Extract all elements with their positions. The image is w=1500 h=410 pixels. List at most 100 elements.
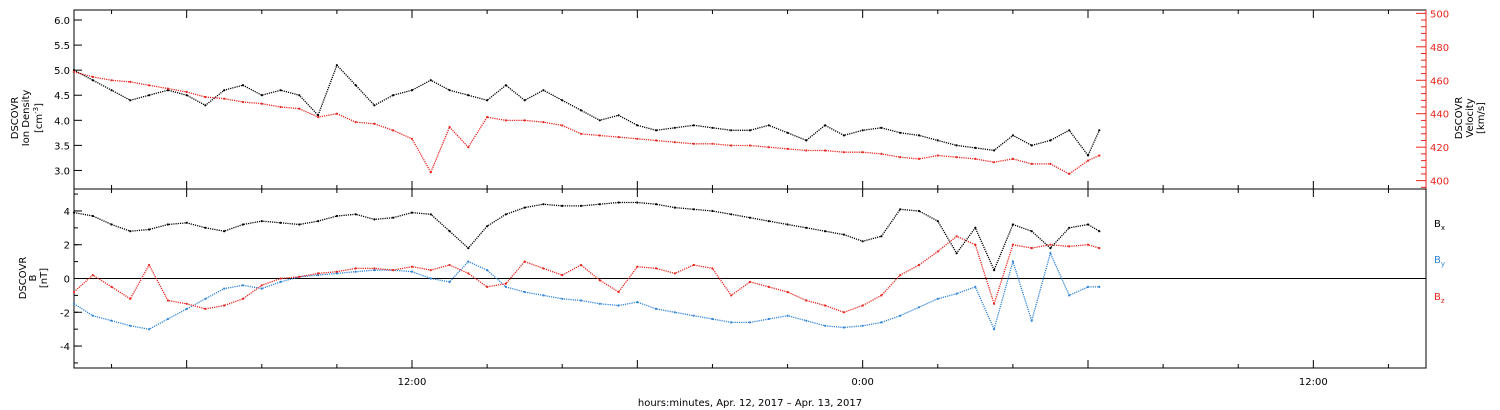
top-right-tick-label: 400 (1430, 177, 1449, 188)
by-point (974, 285, 977, 288)
top-left-tick-label: 6.0 (54, 16, 70, 27)
velocity-point (392, 129, 395, 132)
by-point (767, 317, 770, 321)
bz-point (824, 304, 827, 307)
by-point (335, 272, 338, 275)
bz-point (504, 282, 507, 285)
top-left-ylabel-line2: Ion Density (21, 90, 32, 147)
bz-point (354, 267, 357, 270)
bz-point (579, 263, 583, 267)
by-point (786, 314, 789, 317)
density-point (767, 124, 770, 127)
velocity-point (1030, 162, 1033, 165)
bx-point (260, 220, 263, 223)
bx-point (1049, 247, 1052, 250)
velocity-point (899, 156, 902, 159)
bottom-left-tick-label: -4 (60, 342, 70, 353)
velocity-point (429, 171, 432, 174)
density-point (880, 126, 883, 129)
bz-point (767, 285, 770, 288)
bz-point (936, 250, 939, 253)
top-panel: 3.0 3.5 4.0 4.5 5.0 5.5 6.0 400 420 440 460 480 500… (10, 9, 1487, 190)
velocity-point (880, 152, 883, 155)
by-point (279, 280, 282, 283)
x-axis-label: hours:minutes, Apr. 12, 2017 – Apr. 13, … (638, 398, 862, 409)
by-point (354, 270, 357, 273)
velocity-point (185, 90, 188, 94)
velocity-point (786, 147, 789, 150)
density-point (467, 94, 470, 97)
by-point (1049, 252, 1052, 255)
density-point (561, 99, 564, 102)
velocity-point (748, 144, 752, 147)
bz-point (373, 267, 376, 270)
top-right-tick-label: 500 (1430, 9, 1449, 20)
bx-point (673, 206, 677, 209)
bz-point (636, 265, 639, 268)
by-point (542, 294, 545, 297)
bz-point (786, 290, 789, 294)
by-point (129, 324, 132, 327)
density-point (298, 94, 301, 97)
bx-point (486, 225, 489, 228)
bx-point (786, 223, 789, 226)
bx-point (1086, 223, 1090, 226)
density-point (354, 84, 357, 87)
by-point (523, 290, 526, 294)
bz-point (1098, 247, 1101, 250)
by-point (410, 270, 414, 273)
bz-point (655, 267, 658, 270)
density-point (429, 79, 432, 82)
velocity-point (861, 151, 864, 154)
bz-point (223, 304, 226, 307)
bx-point (504, 213, 507, 216)
bx-point (636, 201, 639, 204)
density-series-line (73, 63, 1100, 157)
bx-point (711, 209, 714, 213)
top-left-tick-label: 5.5 (54, 41, 70, 52)
velocity-series-line (73, 71, 1100, 175)
bz-point (335, 270, 338, 273)
velocity-point (317, 116, 320, 119)
bx-series-line (73, 201, 1100, 272)
density-point (617, 114, 620, 117)
velocity-point (1049, 162, 1052, 165)
velocity-point (523, 119, 526, 122)
top-right-tick-label: 460 (1430, 76, 1449, 87)
by-point (617, 304, 620, 307)
bz-point (598, 279, 601, 282)
units-sup: -3 (32, 107, 40, 114)
bz-point (317, 272, 320, 275)
bx-point (617, 201, 620, 204)
bz-point (711, 267, 714, 270)
by-point (692, 314, 695, 317)
by-point (899, 314, 902, 317)
bx-point (354, 213, 357, 216)
density-point (579, 109, 583, 112)
bx-point (1098, 230, 1101, 233)
bz-point (148, 263, 151, 267)
bz-point (617, 290, 620, 294)
velocity-point (692, 142, 695, 145)
by-point (655, 307, 658, 310)
legend-by-sub: y (1441, 260, 1445, 268)
bx-point (1011, 223, 1015, 226)
density-point (204, 104, 207, 107)
density-point (148, 94, 151, 97)
velocity-point (824, 149, 827, 152)
by-point (711, 317, 714, 321)
velocity-point (467, 146, 470, 149)
velocity-point (636, 137, 639, 140)
bz-point (842, 311, 846, 314)
top-left-tick-label: 4.5 (54, 91, 70, 102)
bz-point (993, 302, 996, 305)
bottom-series (72, 201, 1101, 332)
bx-point (223, 230, 226, 233)
density-point (185, 94, 188, 97)
bz-point (899, 274, 902, 277)
by-point (673, 311, 677, 314)
density-point (936, 139, 939, 142)
top-right-ylabel-line1: DSCOVR (1454, 97, 1465, 140)
density-point (861, 129, 864, 132)
density-point (1011, 134, 1015, 137)
